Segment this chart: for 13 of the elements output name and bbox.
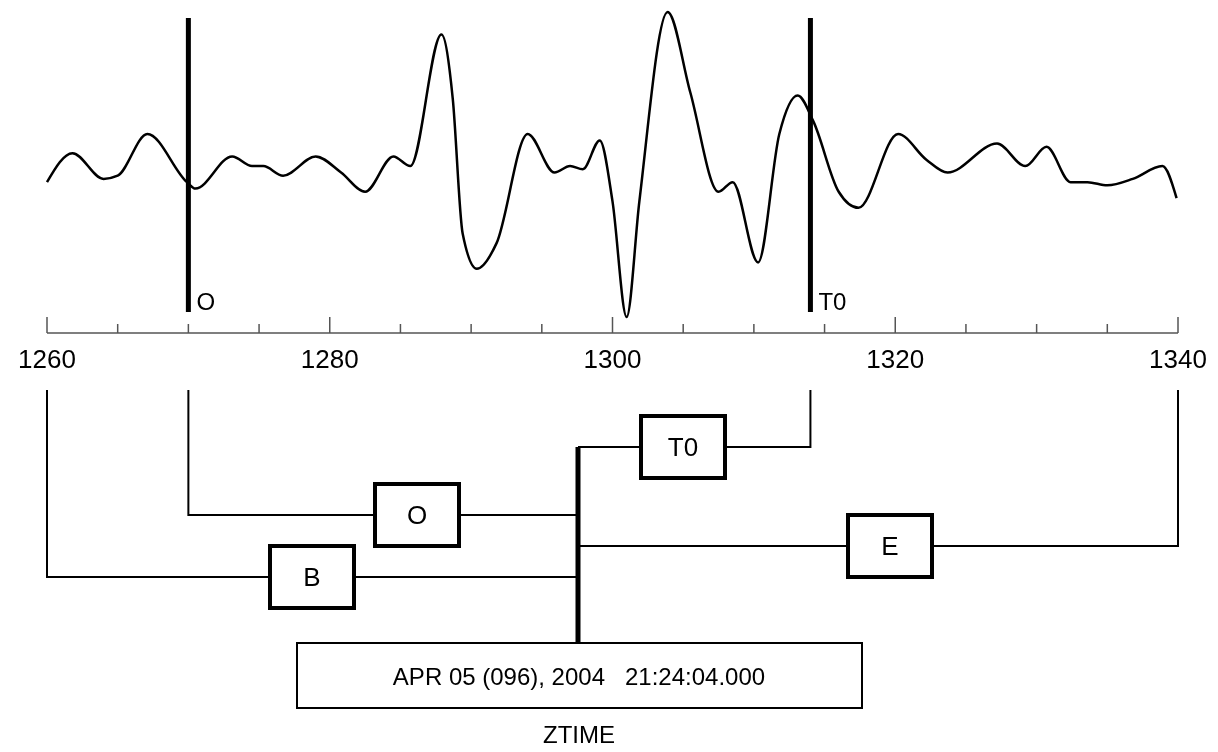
x-tick-label: 1280	[300, 344, 359, 374]
text: O	[406, 500, 428, 530]
ref-line-label: O	[196, 288, 216, 315]
text: E	[881, 531, 899, 561]
ref-line-label: T0	[818, 288, 847, 315]
x-tick-label: 1260	[18, 344, 76, 374]
x-tick-label: 1320	[866, 344, 925, 374]
text: T0	[667, 432, 699, 462]
x-tick-label: 1340	[1149, 344, 1207, 374]
text: APR 05 (096), 2004 21:24:04.000	[392, 663, 766, 690]
x-tick-label: 1300	[583, 344, 642, 374]
text: ZTIME	[543, 721, 615, 748]
text: B	[303, 562, 321, 592]
